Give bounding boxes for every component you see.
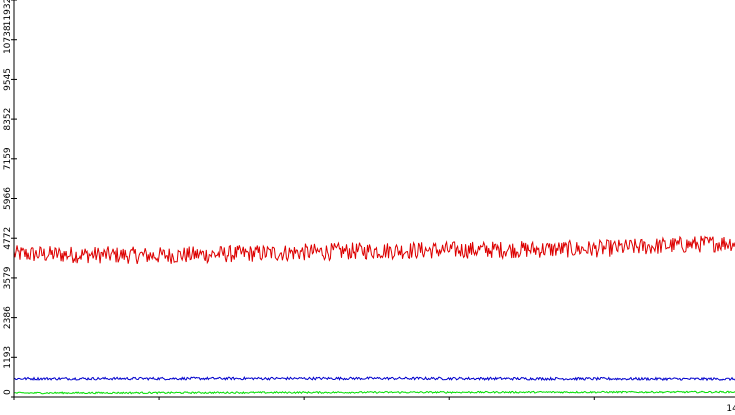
y-tick-label: 11932 (3, 0, 13, 26)
series-line-3 (13, 390, 735, 395)
y-tick-label: 4772 (3, 227, 13, 250)
series-line-1 (13, 235, 735, 265)
y-tick-label: 8352 (3, 108, 13, 131)
y-tick-label: 7159 (3, 147, 13, 170)
x-tick-label: 14:01 (726, 404, 735, 414)
y-tick-label: 3579 (3, 266, 13, 289)
series-line-2 (13, 376, 735, 382)
plot-area (13, 235, 735, 395)
x-axis-ticks: 14:0114:0214:0314:0414:0514:0614:0714:08… (13, 397, 735, 414)
y-tick-label: 0 (3, 389, 13, 395)
y-tick-label: 1193 (3, 346, 13, 369)
y-axis-ticks: 0 1193 2386 3579 4772 5966 7159 8352 9545 1073811… (3, 0, 17, 398)
y-tick-label: 2386 (3, 306, 13, 329)
y-tick-label: 9545 (3, 68, 13, 91)
y-tick-label: 10738 (3, 25, 13, 54)
y-tick-label: 5966 (3, 187, 13, 210)
